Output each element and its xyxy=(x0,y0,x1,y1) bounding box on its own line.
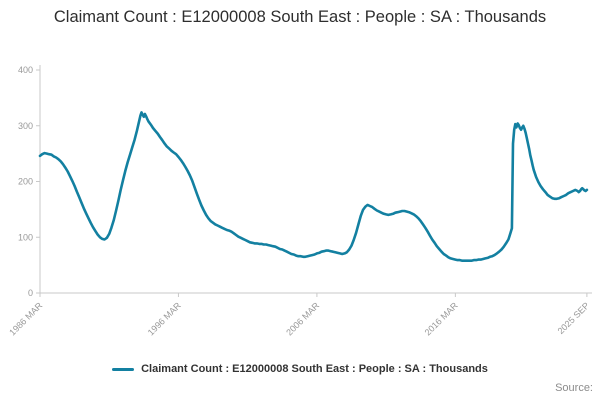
legend-label: Claimant Count : E12000008 South East : … xyxy=(141,363,488,375)
x-tick-label: 2006 MAR xyxy=(284,300,321,337)
chart-title: Claimant Count : E12000008 South East : … xyxy=(53,8,547,26)
series-line xyxy=(38,111,589,263)
y-tick-label: 300 xyxy=(18,121,33,131)
x-tick-label: 1996 MAR xyxy=(146,300,183,337)
legend-line-marker xyxy=(112,367,135,371)
source-label: Source: xyxy=(555,382,593,394)
y-tick-label: 200 xyxy=(18,177,33,187)
y-tick-label: 0 xyxy=(28,288,33,298)
x-tick-label: 2016 MAR xyxy=(423,300,460,337)
y-tick-label: 100 xyxy=(18,232,33,242)
legend: Claimant Count : E12000008 South East : … xyxy=(0,363,600,375)
x-tick-label: 2025 SEP xyxy=(556,300,592,336)
x-tick-label: 1986 MAR xyxy=(7,300,44,337)
y-tick-label: 400 xyxy=(18,65,33,75)
